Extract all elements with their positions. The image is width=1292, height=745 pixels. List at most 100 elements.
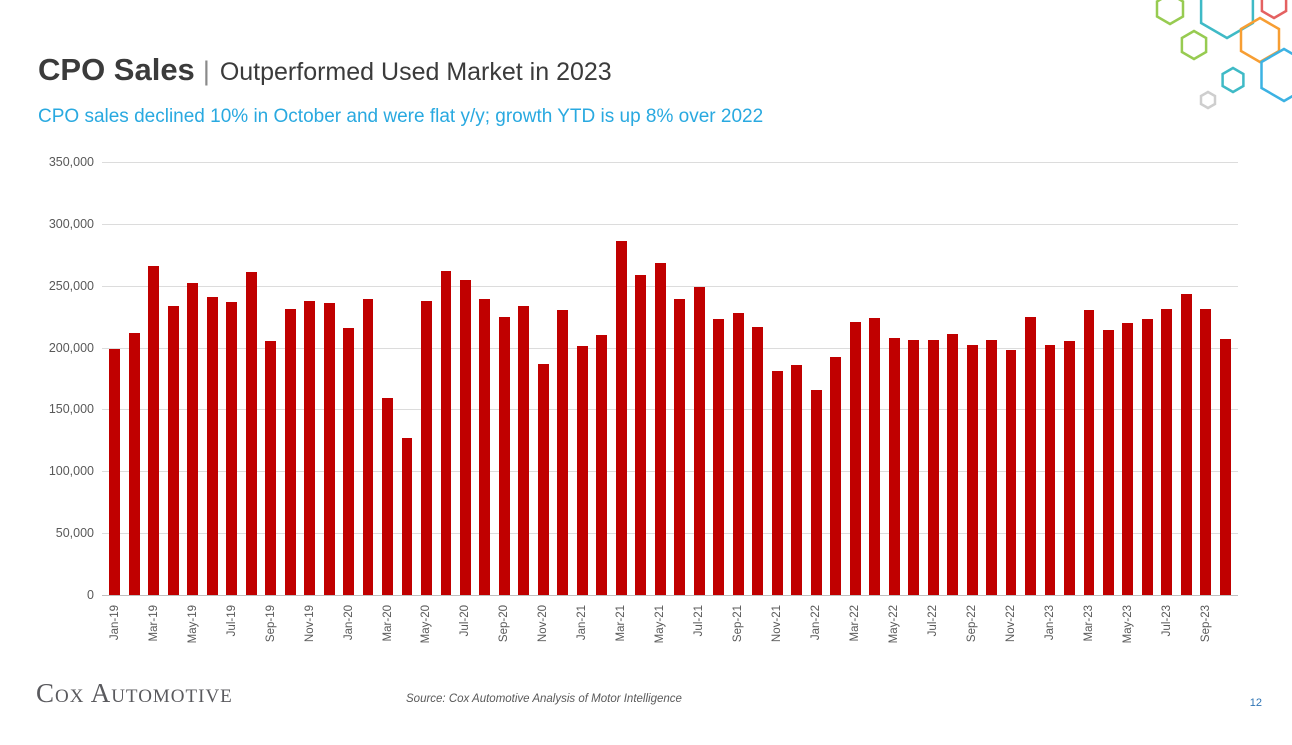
title-divider: | [202, 56, 210, 86]
bar-slot [573, 162, 592, 595]
bar-Jul-22 [927, 340, 939, 595]
bar-Feb-20 [362, 299, 374, 595]
bar-slot [475, 162, 494, 595]
bar-May-23 [1122, 322, 1134, 595]
gridline [102, 409, 1238, 411]
bar-slot [1079, 162, 1098, 595]
x-slot: Sep-23 [1196, 599, 1215, 655]
bar-Aug-22 [947, 333, 959, 595]
x-slot [826, 599, 845, 655]
bar-May-20 [421, 300, 432, 595]
x-slot: Jan-19 [105, 599, 124, 655]
x-slot [748, 599, 767, 655]
bar-slot [1118, 162, 1137, 595]
x-slot: Nov-22 [1001, 599, 1020, 655]
x-axis-label: Sep-19 [264, 605, 277, 643]
title-main: CPO Sales [38, 52, 195, 87]
bar-slot [748, 162, 767, 595]
chart-subtitle: CPO sales declined 10% in October and we… [38, 106, 764, 127]
x-axis-label: Jul-23 [1160, 605, 1173, 637]
bar-slot [339, 162, 358, 595]
bar-slot [378, 162, 397, 595]
x-slot [241, 599, 260, 655]
x-slot [436, 599, 455, 655]
bar-slot [651, 162, 670, 595]
bar-Mar-19 [148, 265, 160, 595]
bar-Jul-19 [226, 301, 238, 595]
bar-Apr-23 [1102, 330, 1114, 595]
bar-slot [105, 162, 124, 595]
x-axis-label: Sep-23 [1199, 605, 1212, 643]
bar-slot [319, 162, 338, 595]
x-slot [943, 599, 962, 655]
x-slot: Mar-19 [144, 599, 163, 655]
x-slot [280, 599, 299, 655]
y-axis-label: 50,000 [55, 526, 94, 541]
x-axis-label: Jul-19 [225, 605, 238, 637]
x-slot: Jul-20 [456, 599, 475, 655]
x-slot [1216, 599, 1235, 655]
bar-Jan-20 [343, 327, 354, 595]
x-slot: Mar-22 [845, 599, 864, 655]
x-axis-label: May-22 [888, 605, 901, 644]
gridline [102, 285, 1238, 287]
bar-slot [1060, 162, 1079, 595]
x-axis-label: Nov-20 [537, 605, 550, 643]
bar-slot [124, 162, 143, 595]
gridline [102, 595, 1238, 596]
x-slot [163, 599, 182, 655]
bar-slot [358, 162, 377, 595]
x-slot [1060, 599, 1079, 655]
x-slot: Nov-19 [300, 599, 319, 655]
bar-Dec-20 [557, 310, 569, 595]
x-slot [514, 599, 533, 655]
x-axis-label: Sep-20 [498, 605, 511, 643]
x-slot: Sep-22 [962, 599, 981, 655]
x-slot: Mar-23 [1079, 599, 1098, 655]
bar-slot [884, 162, 903, 595]
bar-Apr-20 [401, 437, 413, 595]
x-slot [475, 599, 494, 655]
x-slot [631, 599, 650, 655]
bar-slot [456, 162, 475, 595]
bar-Apr-22 [869, 317, 881, 595]
bar-Jun-19 [206, 296, 218, 595]
cox-automotive-logo: Cox Automotive [36, 678, 233, 708]
bars-container [102, 162, 1238, 595]
bar-slot [261, 162, 280, 595]
bar-Jun-22 [908, 340, 920, 595]
bar-Feb-23 [1064, 341, 1075, 595]
page-number: 12 [1249, 697, 1262, 709]
bar-slot [1196, 162, 1215, 595]
y-axis-label: 100,000 [48, 464, 94, 479]
x-slot [982, 599, 1001, 655]
x-slot [319, 599, 338, 655]
x-slot: Sep-19 [261, 599, 280, 655]
source-note: Source: Cox Automotive Analysis of Motor… [406, 693, 682, 705]
bar-slot [1099, 162, 1118, 595]
bar-slot [631, 162, 650, 595]
bar-slot [670, 162, 689, 595]
bar-Aug-21 [713, 319, 725, 595]
plot-area: 0 50,000 100,000 150,000 200,000 250,000 300,0… [49, 155, 1238, 602]
bar-slot [592, 162, 611, 595]
bar-slot [1021, 162, 1040, 595]
x-slot: Mar-21 [612, 599, 631, 655]
bar-Mar-21 [615, 241, 627, 595]
x-slot [397, 599, 416, 655]
x-slot [1138, 599, 1157, 655]
x-slot [709, 599, 728, 655]
x-axis-label: Mar-21 [615, 605, 628, 642]
x-slot [358, 599, 377, 655]
bar-Jan-19 [109, 348, 121, 595]
x-axis-label: Sep-22 [966, 605, 979, 643]
x-axis-label: Jan-21 [576, 605, 589, 641]
x-slot: Jan-23 [1040, 599, 1059, 655]
x-slot: Jul-19 [222, 599, 241, 655]
bar-slot [767, 162, 786, 595]
bar-Dec-22 [1025, 316, 1036, 595]
x-slot: Nov-20 [534, 599, 553, 655]
bar-slot [300, 162, 319, 595]
bar-slot [1177, 162, 1196, 595]
bar-slot [962, 162, 981, 595]
